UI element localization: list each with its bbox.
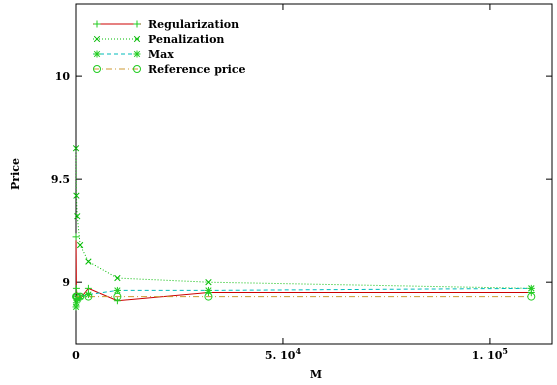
data-point bbox=[76, 292, 85, 301]
plot-frame bbox=[75, 3, 553, 345]
series-layer bbox=[72, 145, 536, 311]
data-point bbox=[133, 20, 141, 28]
data-point bbox=[93, 50, 101, 58]
data-point bbox=[93, 65, 101, 73]
legend-label: Regularization bbox=[148, 18, 239, 31]
data-point bbox=[72, 233, 80, 241]
data-point bbox=[527, 284, 535, 292]
data-point bbox=[85, 258, 92, 265]
legend-label: Max bbox=[148, 48, 174, 61]
y-tick-label: 9.5 bbox=[51, 173, 70, 186]
data-point bbox=[72, 284, 80, 292]
data-point bbox=[73, 292, 82, 301]
data-point bbox=[527, 292, 536, 301]
data-point bbox=[113, 286, 121, 294]
legend-label: Reference price bbox=[148, 63, 246, 76]
x-tick-label: 5. 104 bbox=[265, 346, 302, 362]
series-regularization bbox=[72, 233, 535, 305]
data-point bbox=[93, 35, 101, 43]
data-point bbox=[93, 20, 101, 28]
series-line bbox=[75, 236, 532, 302]
data-point bbox=[205, 279, 212, 286]
y-axis-title: Price bbox=[9, 158, 22, 190]
data-point bbox=[84, 284, 92, 292]
legend-label: Penalization bbox=[148, 33, 224, 46]
data-point bbox=[133, 35, 141, 43]
data-point bbox=[76, 241, 84, 249]
x-tick-label: 1. 105 bbox=[472, 346, 508, 362]
data-point bbox=[72, 145, 80, 152]
data-point bbox=[204, 292, 213, 301]
x-tick-label: 0 bbox=[72, 349, 80, 362]
data-point bbox=[113, 297, 121, 305]
data-point bbox=[84, 292, 93, 301]
data-point bbox=[113, 292, 122, 301]
legend: Regularization Penalization Max Reference p… bbox=[93, 18, 246, 76]
data-point bbox=[133, 50, 141, 58]
series-max bbox=[72, 284, 535, 311]
series-line bbox=[75, 148, 532, 289]
axis-ticks: 0 5. 104 1. 105 9 9.5 10 bbox=[51, 4, 552, 362]
y-tick-label: 10 bbox=[55, 70, 71, 83]
x-axis-title: M bbox=[310, 368, 322, 381]
data-point bbox=[73, 192, 80, 199]
series-reference-price bbox=[72, 292, 536, 301]
data-point bbox=[133, 65, 141, 73]
series-line bbox=[75, 287, 532, 307]
data-point bbox=[74, 213, 81, 220]
data-point bbox=[114, 274, 121, 282]
y-tick-label: 9 bbox=[62, 276, 70, 289]
series-penalization bbox=[72, 145, 535, 292]
